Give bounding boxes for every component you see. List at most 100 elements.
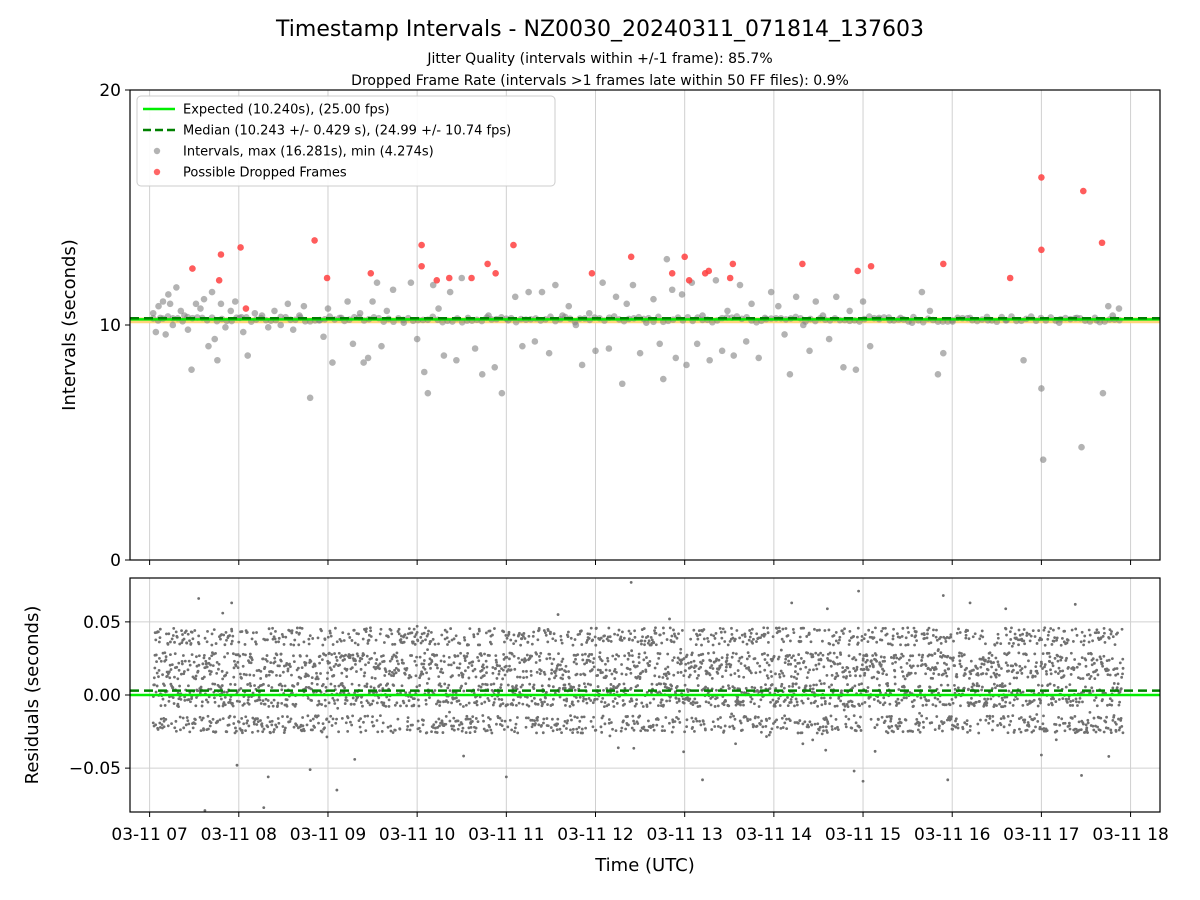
residual-point [562, 698, 566, 702]
residual-point [695, 719, 699, 723]
residual-point [615, 653, 619, 657]
residual-point [1111, 686, 1115, 690]
residual-point [461, 673, 465, 676]
residual-point [276, 717, 280, 720]
residual-point [512, 642, 516, 646]
residual-point [491, 633, 494, 637]
residual-point [724, 669, 728, 673]
residual-point [164, 658, 168, 662]
residual-point [638, 714, 642, 718]
residual-point [189, 700, 192, 704]
residual-point [491, 671, 495, 675]
residual-point [181, 716, 185, 720]
legend-intervals-label: Intervals, max (16.281s), min (4.274s) [183, 145, 434, 160]
residual-point [271, 704, 275, 708]
x-tick-label: 03-11 08 [201, 825, 277, 845]
residual-point [537, 723, 541, 727]
residual-point [954, 717, 958, 721]
residual-point [217, 667, 220, 671]
residual-point [203, 809, 207, 812]
residual-point [818, 628, 821, 632]
residual-point [842, 675, 845, 679]
residual-point [424, 698, 428, 702]
residual-point [810, 723, 814, 727]
residual-point [742, 703, 745, 707]
residual-point [741, 699, 745, 703]
residual-point [232, 722, 236, 725]
residual-point [387, 635, 390, 639]
residual-point [1068, 727, 1072, 731]
residual-point [725, 653, 729, 657]
residual-point [377, 696, 381, 700]
residual-point [867, 628, 871, 632]
residual-point [607, 626, 611, 630]
residual-point [473, 667, 477, 671]
residual-point [583, 673, 587, 677]
residual-point [1063, 721, 1067, 725]
residual-point [953, 687, 957, 691]
residual-point [593, 697, 597, 701]
residual-point [553, 671, 557, 675]
residual-point [379, 627, 383, 631]
residual-point [223, 703, 227, 707]
residual-point [997, 665, 1001, 668]
residual-point [882, 655, 886, 659]
residual-point [434, 720, 438, 724]
residual-point [538, 672, 542, 676]
residual-point [494, 667, 497, 670]
interval-point [585, 309, 593, 317]
residual-point [954, 719, 957, 723]
residual-point [904, 643, 908, 647]
residual-point [428, 696, 431, 700]
residual-point [950, 715, 953, 719]
residual-point [403, 633, 407, 637]
residual-point [995, 704, 998, 707]
residual-point [448, 689, 452, 693]
interval-point [629, 281, 637, 289]
residual-point [307, 642, 311, 646]
residual-point [1065, 641, 1069, 645]
residual-point [645, 656, 648, 659]
residual-point [324, 653, 328, 657]
residual-point [605, 674, 608, 678]
residual-point [613, 668, 617, 671]
residual-point [858, 652, 862, 656]
residual-point [474, 726, 478, 730]
residual-point [159, 659, 163, 663]
residual-point [355, 652, 359, 656]
residual-point [1107, 658, 1111, 662]
interval-point [173, 284, 180, 291]
residual-point [1092, 661, 1096, 665]
residual-point [259, 669, 263, 673]
residual-point [647, 639, 651, 643]
residual-point [600, 700, 603, 704]
interval-point [531, 338, 539, 345]
residual-point [209, 721, 213, 725]
residual-point [542, 629, 546, 632]
residual-point [1073, 658, 1077, 661]
residual-point [850, 700, 854, 704]
residual-point [1012, 730, 1016, 734]
residual-point [760, 730, 763, 734]
interval-point [538, 288, 546, 296]
residual-point [1109, 632, 1113, 636]
residual-point [387, 672, 391, 676]
residual-point [600, 659, 604, 663]
residual-point [684, 669, 687, 673]
residual-point [153, 666, 157, 670]
residual-point [407, 627, 411, 631]
residual-point [708, 673, 712, 677]
residual-point [734, 742, 737, 746]
interval-point [162, 331, 169, 338]
residual-point [1021, 703, 1025, 707]
residual-point [1083, 634, 1087, 638]
residual-point [819, 658, 823, 662]
residual-point [852, 635, 856, 638]
residual-point [1020, 667, 1024, 670]
residual-point [569, 714, 572, 718]
residual-point [560, 667, 564, 671]
residual-point [608, 669, 612, 672]
residual-point [714, 631, 718, 635]
residual-point [503, 719, 507, 723]
residual-point [311, 717, 315, 721]
